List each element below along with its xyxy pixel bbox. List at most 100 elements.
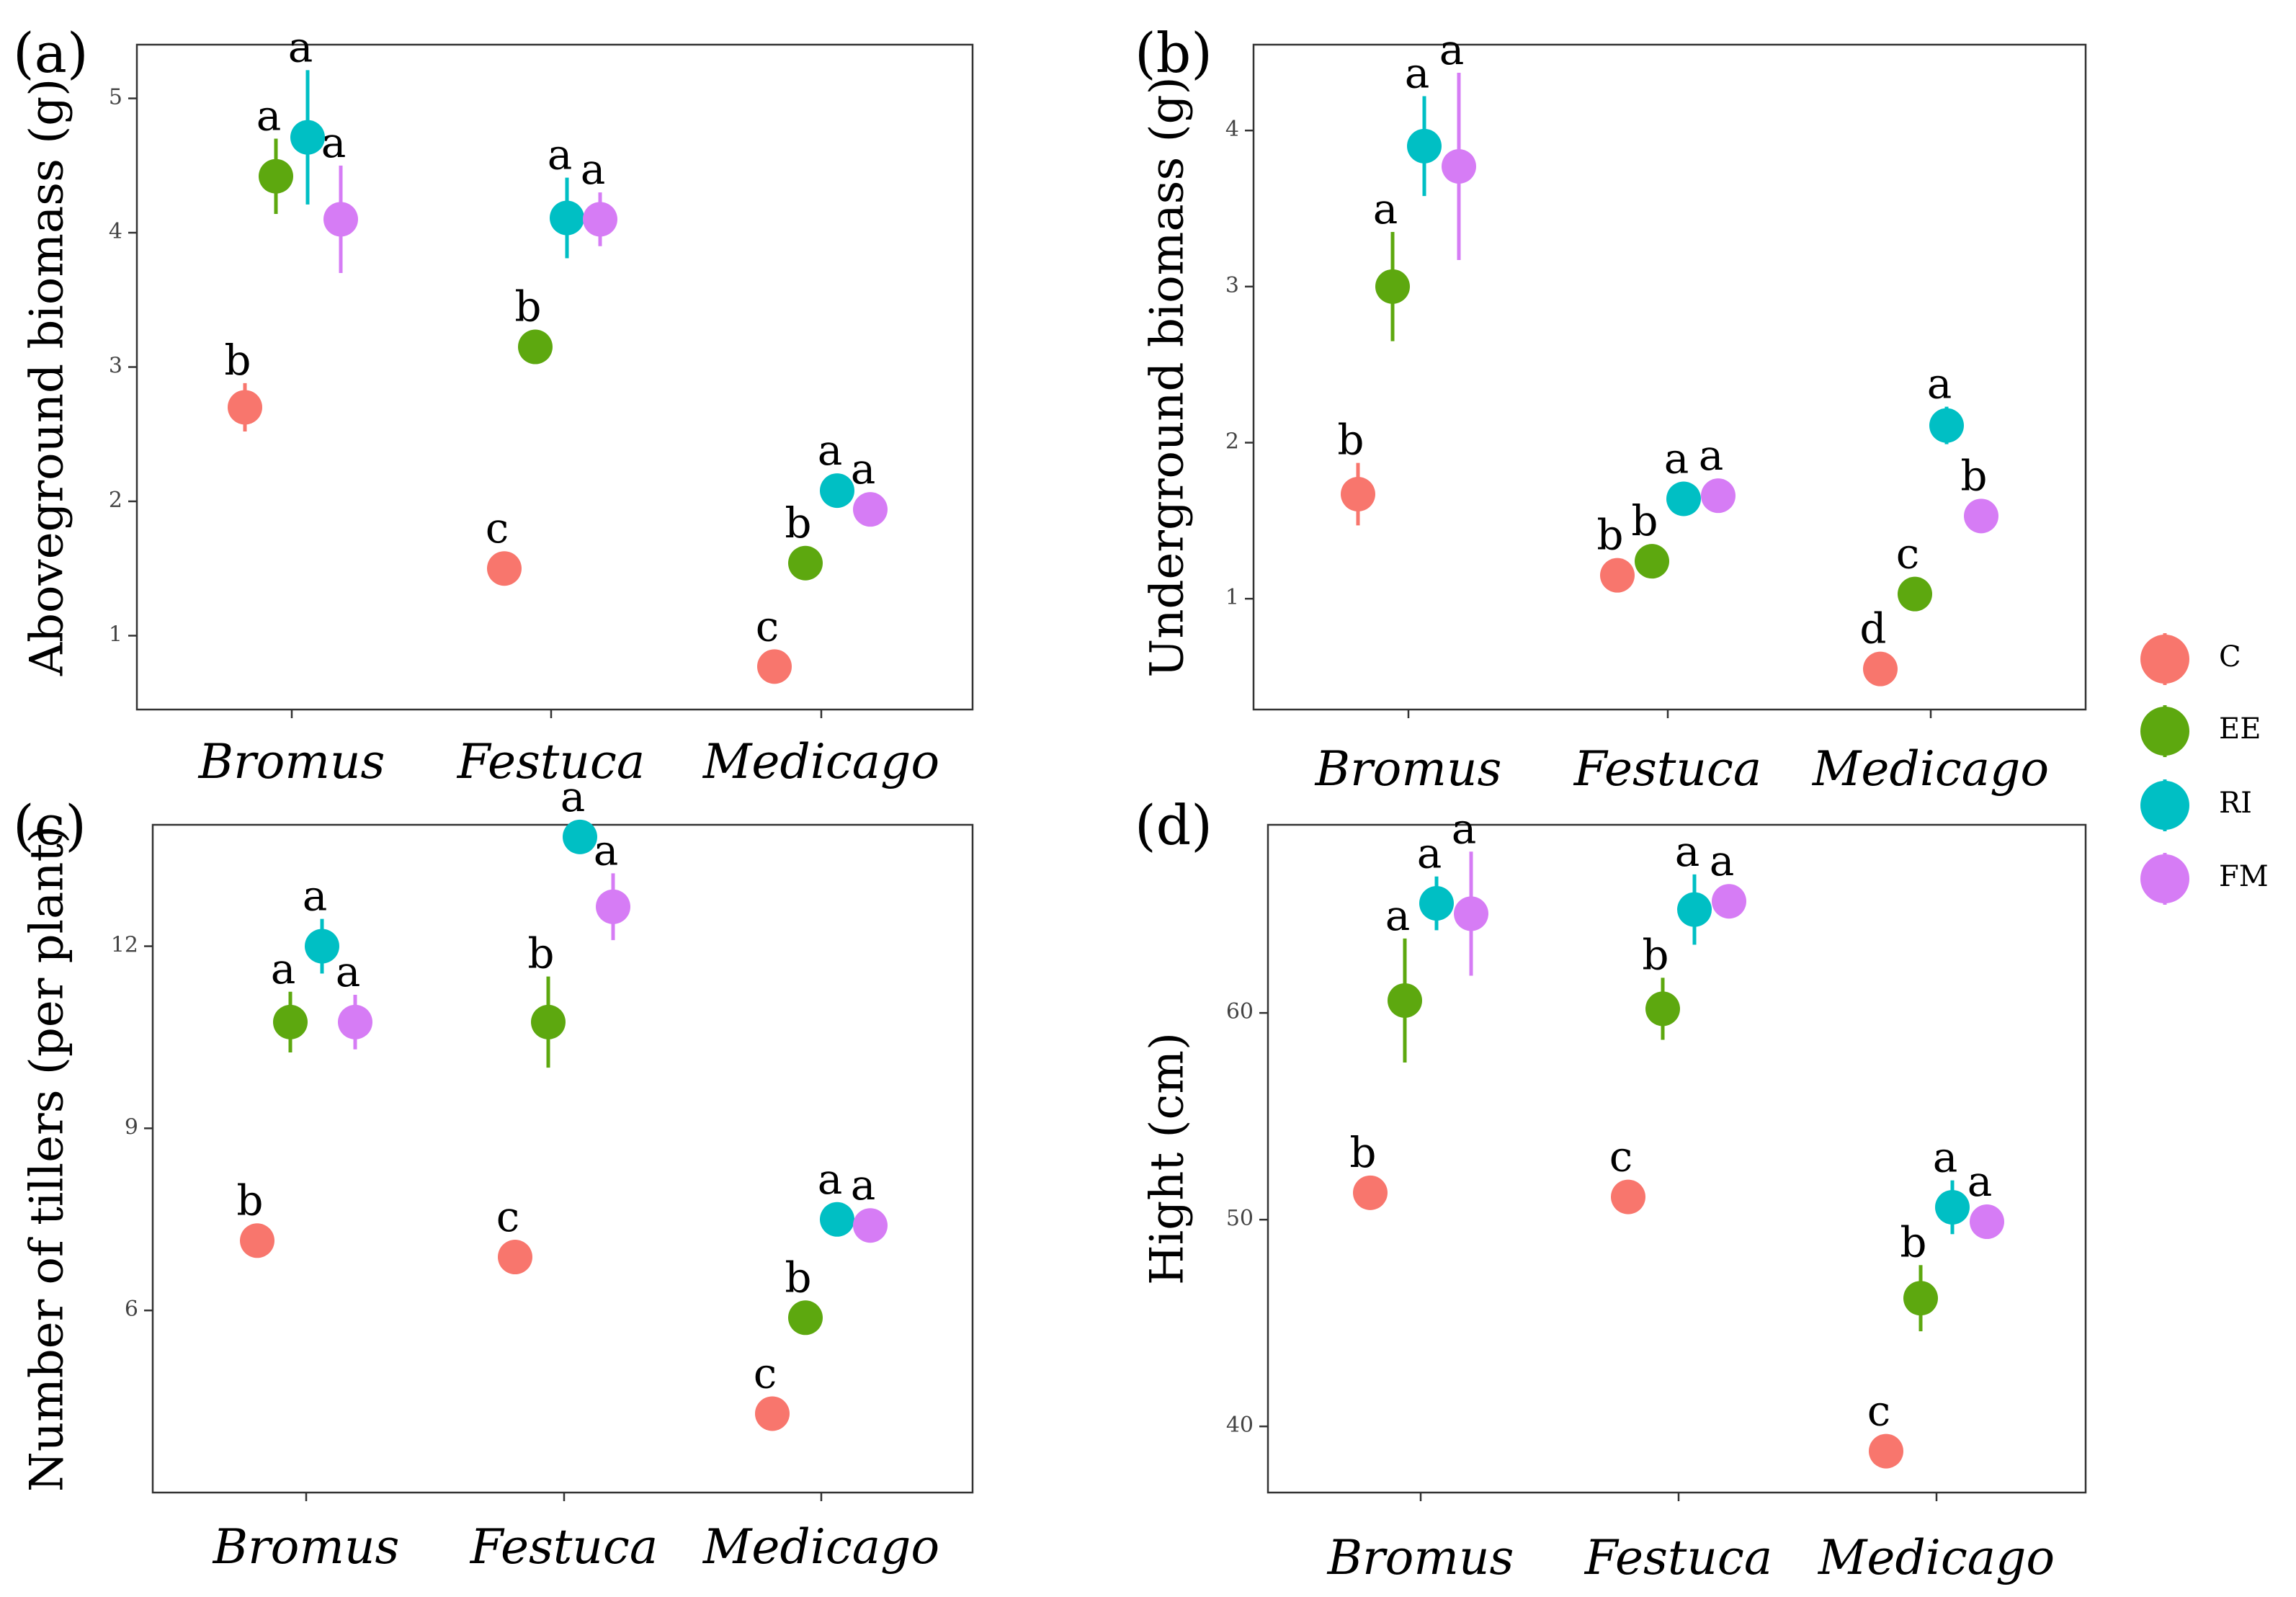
significance-label: d xyxy=(1859,604,1886,653)
point-C xyxy=(1353,1175,1388,1210)
significance-label: b xyxy=(1900,1217,1926,1266)
x-tick-label: Medicago xyxy=(702,1519,939,1575)
significance-label: a xyxy=(851,1160,876,1209)
significance-label: a xyxy=(1373,184,1398,233)
point-EE xyxy=(518,329,553,364)
point-RI xyxy=(290,120,325,155)
point-RI xyxy=(563,819,597,854)
significance-label: b xyxy=(236,1176,263,1225)
significance-label: a xyxy=(1385,891,1411,940)
significance-label: a xyxy=(818,426,843,475)
x-tick-label: Festuca xyxy=(1584,1530,1772,1585)
x-tick-label: Festuca xyxy=(470,1519,658,1575)
significance-label: a xyxy=(303,872,328,921)
x-tick-label: Medicago xyxy=(1812,741,2049,797)
point-EE xyxy=(788,545,823,581)
point-C xyxy=(1611,1179,1645,1214)
point-EE xyxy=(1635,544,1669,579)
point-FM xyxy=(596,889,630,924)
y-tick-label: 3 xyxy=(1225,273,1239,298)
point-RI xyxy=(820,1202,854,1237)
point-EE xyxy=(1903,1281,1938,1316)
legend-key-dot xyxy=(2140,781,2189,830)
point-FM xyxy=(1454,896,1488,931)
significance-label: a xyxy=(1675,827,1700,876)
significance-label: b xyxy=(1642,930,1669,979)
legend-key-dot xyxy=(2140,707,2189,756)
x-tick-label: Bromus xyxy=(213,1519,400,1575)
y-tick-label: 40 xyxy=(1226,1413,1254,1438)
significance-label: c xyxy=(486,504,509,553)
panel-letter: (c) xyxy=(13,793,86,857)
point-RI xyxy=(1666,481,1701,516)
x-tick-label: Medicago xyxy=(702,734,939,789)
significance-label: c xyxy=(1896,529,1919,578)
point-C xyxy=(240,1223,274,1258)
plot-frame xyxy=(1267,823,2087,1494)
y-tick-label: 50 xyxy=(1226,1206,1254,1231)
significance-label: a xyxy=(560,772,586,821)
point-C xyxy=(1341,477,1375,511)
x-tick-label: Bromus xyxy=(1327,1530,1514,1585)
legend-key-dot xyxy=(2140,854,2189,903)
point-FM xyxy=(853,1208,888,1243)
significance-label: b xyxy=(785,1253,811,1302)
significance-label: b xyxy=(1596,511,1623,560)
panel-letter: (a) xyxy=(13,21,89,85)
point-RI xyxy=(1929,408,1964,443)
significance-label: a xyxy=(1405,49,1430,98)
significance-label: a xyxy=(581,145,606,194)
significance-label: a xyxy=(818,1155,843,1204)
x-tick-label: Bromus xyxy=(1315,741,1502,797)
plot-frame xyxy=(135,43,974,711)
significance-label: b xyxy=(785,498,811,547)
legend-item-C: C xyxy=(2140,633,2241,685)
significance-label: a xyxy=(256,91,282,140)
y-tick-label: 60 xyxy=(1226,999,1254,1024)
significance-label: a xyxy=(1452,804,1477,853)
significance-label: c xyxy=(496,1192,519,1241)
significance-label: a xyxy=(1710,836,1735,885)
legend-item-FM: FM xyxy=(2140,853,2269,905)
y-tick-label: 4 xyxy=(1225,117,1239,142)
panel-d: (d) Hight (cm) 40 50 60 Bromus Festuca Medicago… xyxy=(1135,793,2087,1585)
point-EE xyxy=(1375,269,1410,304)
y-axis-title: Hight (cm) xyxy=(1141,1032,1194,1285)
point-C xyxy=(228,390,262,425)
significance-label: a xyxy=(1967,1157,1993,1206)
point-FM xyxy=(1701,478,1736,514)
point-RI xyxy=(550,200,584,236)
y-tick-label: 3 xyxy=(109,354,122,379)
point-C xyxy=(757,649,792,684)
panel-letter: (d) xyxy=(1135,793,1212,857)
significance-label: a xyxy=(1927,359,1952,408)
plot-frame xyxy=(1252,43,2087,711)
x-tick-label: Medicago xyxy=(1818,1530,2055,1585)
point-C xyxy=(1869,1433,1903,1469)
legend-label: FM xyxy=(2219,860,2269,893)
point-FM xyxy=(583,202,617,237)
significance-label: c xyxy=(1867,1387,1890,1436)
significance-label: a xyxy=(271,944,296,993)
point-FM xyxy=(853,492,888,527)
legend-key-dot xyxy=(2140,635,2189,684)
y-axis-title: Underground biomass (g) xyxy=(1141,76,1194,677)
significance-label: b xyxy=(224,336,251,385)
panel-letter: (b) xyxy=(1135,21,1212,85)
point-FM xyxy=(1970,1204,2004,1240)
point-C xyxy=(755,1396,790,1431)
point-C xyxy=(1863,651,1898,686)
point-FM xyxy=(338,1004,372,1039)
significance-label: b xyxy=(1960,451,1987,500)
y-tick-label: 9 xyxy=(125,1114,138,1140)
significance-label: b xyxy=(514,282,541,331)
significance-label: a xyxy=(1664,434,1689,483)
y-tick-label: 2 xyxy=(1225,429,1239,455)
significance-label: a xyxy=(851,444,876,493)
point-RI xyxy=(820,473,854,509)
y-tick-label: 12 xyxy=(111,933,138,958)
significance-label: b xyxy=(1337,416,1364,465)
y-axis-title: Number of tillers (per plant) xyxy=(21,826,74,1492)
point-EE xyxy=(273,1004,308,1039)
